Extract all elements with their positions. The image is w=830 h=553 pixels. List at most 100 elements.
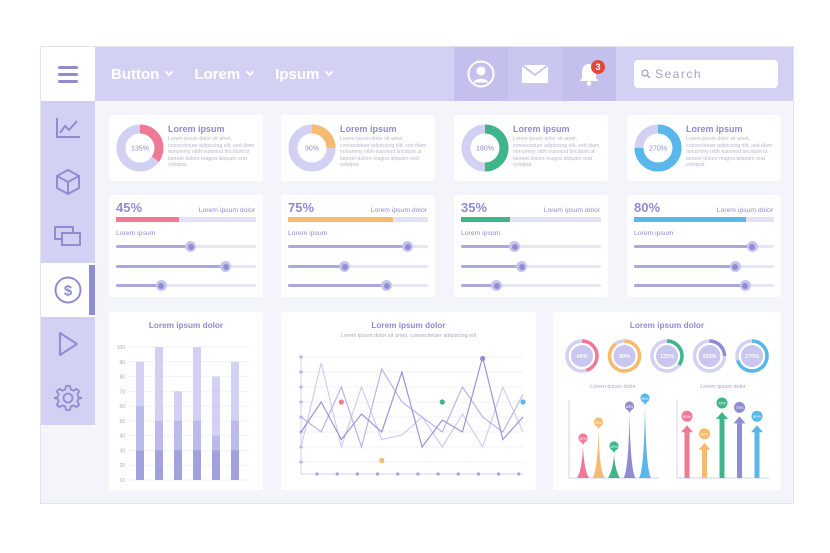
donut-card: 90% Lorem ipsum Lorem ipsum dolor sit amet…	[281, 115, 435, 181]
slider-handle[interactable]	[381, 280, 392, 291]
messages-button[interactable]	[508, 47, 562, 101]
search-box[interactable]	[634, 60, 778, 88]
donut-card: 180% Lorem ipsum Lorem ipsum dolor sit ame…	[454, 115, 608, 181]
user-profile-button[interactable]	[454, 47, 508, 101]
arrow-label: 40%	[700, 431, 708, 436]
chevron-down-icon	[165, 67, 174, 77]
ring-segment	[692, 339, 727, 373]
arrow-label: 60%	[683, 414, 691, 419]
sidebar-item-products[interactable]	[41, 155, 95, 209]
sidebar-item-cards[interactable]	[41, 209, 95, 263]
slider-handle[interactable]	[155, 280, 167, 291]
slider-handle[interactable]	[220, 261, 232, 272]
donut-chart: 90%	[288, 124, 336, 172]
arrow-label: 70%	[735, 405, 743, 410]
notifications-button[interactable]: 3	[562, 47, 616, 101]
slider-label: Lorem ipsum	[116, 230, 156, 237]
slider-track[interactable]	[634, 261, 774, 272]
progress-fill	[634, 217, 746, 222]
nav-label: Ipsum	[275, 65, 320, 83]
hamburger-icon[interactable]	[41, 47, 95, 101]
slider-fill	[116, 245, 191, 248]
progress-percent: 35%	[461, 200, 488, 215]
line-x-dot	[315, 472, 319, 476]
slider-handle[interactable]	[339, 261, 350, 272]
slider-track[interactable]	[288, 241, 428, 252]
nav-ipsum-dropdown[interactable]: Ipsum	[275, 65, 334, 83]
slider-track[interactable]	[288, 280, 428, 291]
bar-chart-card: Lorem ipsum dolor 10 20 30 40 50 60 70 80 90 100	[109, 312, 263, 490]
slider-handle[interactable]	[491, 280, 502, 291]
donut-segment	[116, 124, 164, 172]
donut-segment	[288, 124, 336, 172]
slider-handle[interactable]	[516, 261, 528, 272]
slider-fill	[288, 245, 407, 248]
line-chart-icon	[56, 118, 80, 138]
slider-handle[interactable]	[739, 280, 751, 291]
arrow-chart-title: Lorem ipsum dolor	[700, 384, 746, 390]
progress-label: Lorem ipsum dolor	[543, 207, 600, 214]
nav-lorem-dropdown[interactable]: Lorem	[194, 66, 255, 83]
arrow-bar	[754, 430, 760, 478]
sidebar-item-media[interactable]	[41, 317, 95, 371]
bar-y-tick: 10	[119, 478, 125, 484]
slider-label: Lorem ipsum	[634, 230, 674, 237]
slider-track[interactable]	[116, 261, 256, 272]
search-icon	[641, 69, 651, 79]
progress-label: Lorem ipsum dolor	[716, 207, 773, 214]
ring-value: 135%	[660, 354, 674, 360]
sidebar-item-settings[interactable]	[41, 371, 95, 425]
nav-button-dropdown[interactable]: Button	[111, 66, 174, 83]
ring-panel-card: Lorem ipsum dolor Lorem ipsum dolor Lore…	[553, 312, 781, 490]
slider-handle[interactable]	[509, 241, 521, 252]
peak-label-pointer	[581, 441, 585, 445]
progress-track	[461, 217, 601, 222]
arrow-head	[716, 412, 728, 419]
search-input[interactable]	[655, 67, 765, 81]
peak-chart-title: Lorem ipsum dolor	[590, 384, 636, 390]
slider-fill	[116, 265, 226, 268]
sidebar-item-analytics[interactable]	[41, 101, 95, 155]
slider-track[interactable]	[288, 261, 428, 272]
slider-track[interactable]	[116, 280, 256, 291]
slider-fill	[116, 284, 161, 287]
peak-label: 60%	[595, 421, 603, 425]
line-x-dot	[456, 472, 460, 476]
bar-y-tick: 20	[119, 463, 125, 469]
sidebar-item-finance[interactable]: $	[41, 263, 95, 317]
bar-y-tick: 90	[119, 360, 125, 366]
line-chart-card: Lorem ipsum dolor Lorem ipsum dolor sit …	[281, 312, 536, 490]
peak-label-bubble	[609, 441, 619, 451]
slider-track[interactable]	[461, 280, 601, 291]
arrow-label-bubble	[734, 401, 745, 413]
slider-track[interactable]	[634, 241, 774, 252]
peak-label-bubble	[640, 393, 650, 403]
chevron-down-icon	[325, 67, 334, 77]
slider-handle[interactable]	[402, 241, 413, 252]
progress-track	[288, 217, 428, 222]
slider-handle[interactable]	[746, 241, 758, 252]
slider-track[interactable]	[461, 241, 601, 252]
bar-y-tick: 60	[119, 404, 125, 410]
peak-label-pointer	[643, 401, 647, 405]
bar-chart: 10 20 30 40 50 60 70 80 90 100	[117, 345, 249, 484]
line-x-dot	[497, 472, 501, 476]
bar	[231, 450, 239, 480]
progress-percent: 45%	[116, 200, 143, 215]
slider-track[interactable]	[634, 280, 774, 291]
progress-track	[634, 217, 774, 222]
slider-handle[interactable]	[185, 241, 197, 252]
slider-track[interactable]	[116, 241, 256, 252]
slider-fill	[288, 265, 344, 268]
arrow-head	[733, 416, 746, 424]
slider-handle[interactable]	[729, 261, 741, 272]
peak-label: 90%	[641, 397, 649, 401]
chevron-down-icon	[245, 67, 255, 77]
progress-percent: 80%	[634, 200, 661, 215]
line-marker	[480, 355, 486, 362]
peak-label-bubble	[624, 401, 635, 411]
progress-label: Lorem ipsum dolor	[370, 207, 427, 214]
line-chart	[299, 355, 526, 476]
slider-track[interactable]	[461, 261, 601, 272]
slider-label: Lorem ipsum	[461, 230, 501, 237]
